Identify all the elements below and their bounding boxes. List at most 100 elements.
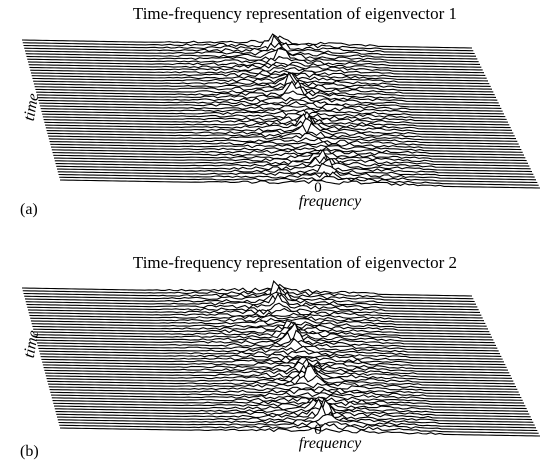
trace-occluder (44, 113, 513, 134)
waterfall-trace (50, 143, 523, 153)
trace-occluder (34, 328, 495, 346)
waterfall-trace (45, 368, 515, 385)
waterfall-trace (39, 353, 505, 363)
waterfall-trace (26, 292, 481, 314)
waterfall-trace (47, 131, 518, 142)
waterfall-trace (58, 420, 538, 432)
waterfall-trace (37, 96, 501, 107)
waterfall-trace (31, 321, 490, 333)
waterfall-trace (43, 111, 511, 129)
waterfall-trace (42, 114, 510, 126)
trace-occluder (24, 292, 478, 310)
waterfall-trace (45, 114, 514, 134)
waterfall-trace (39, 101, 503, 112)
waterfall-trace (40, 107, 506, 118)
trace-occluder (56, 159, 534, 178)
waterfall-trace (36, 337, 499, 352)
x-axis-label: frequency (299, 435, 362, 452)
waterfall-trace (24, 285, 477, 305)
waterfall-trace (21, 283, 473, 297)
trace-occluder (45, 118, 515, 139)
waterfall-trace (44, 113, 513, 131)
trace-occluder (25, 294, 479, 313)
waterfall-trace (52, 151, 527, 162)
x-tick-label: 0 (314, 422, 322, 438)
waterfall-trace (35, 82, 497, 98)
waterfall-trace (44, 364, 513, 379)
trace-occluder (23, 35, 475, 57)
waterfall-trace (51, 149, 526, 159)
trace-occluder (22, 36, 472, 51)
waterfall-trace (42, 361, 509, 371)
trace-occluder (46, 123, 517, 142)
waterfall-trace (48, 386, 521, 396)
waterfall-trace (27, 61, 483, 71)
trace-occluder (47, 375, 518, 393)
trace-occluder (55, 157, 532, 175)
waterfall-trace (23, 280, 475, 303)
y-axis-label: time (21, 329, 43, 359)
waterfall-trace (39, 105, 505, 115)
waterfall-trace (45, 117, 515, 137)
panel-tag: (a) (20, 201, 38, 218)
waterfall-trace (41, 109, 507, 120)
waterfall-trace (49, 388, 522, 399)
trace-occluder (26, 293, 481, 316)
trace-occluder (33, 321, 492, 341)
trace-occluder (57, 163, 535, 181)
waterfall-trace (48, 382, 519, 393)
panel-a (21, 33, 541, 191)
waterfall-trace (41, 358, 507, 368)
waterfall-trace (24, 291, 478, 308)
trace-occluder (54, 398, 531, 420)
waterfall-trace (35, 321, 497, 346)
waterfall-trace (43, 357, 511, 377)
waterfall-trace (51, 394, 525, 404)
waterfall-trace (42, 356, 510, 374)
waterfall-trace (25, 293, 479, 311)
trace-occluder (32, 320, 491, 338)
waterfall-trace (27, 55, 482, 68)
waterfall-trace (48, 137, 521, 148)
waterfall-trace (46, 364, 517, 388)
waterfall-trace (30, 317, 487, 327)
waterfall-trace (33, 325, 494, 341)
waterfall-trace (32, 76, 491, 87)
waterfall-trace (53, 400, 529, 412)
trace-occluder (54, 153, 530, 170)
waterfall-trace (22, 33, 474, 52)
waterfall-trace (38, 345, 502, 357)
waterfall-trace (59, 175, 539, 186)
waterfall-trace (45, 362, 514, 382)
trace-occluder (26, 48, 481, 68)
waterfall-trace (29, 314, 486, 325)
waterfall-trace (50, 391, 523, 401)
trace-occluder (45, 369, 515, 387)
waterfall-trace (56, 158, 534, 175)
waterfall-trace (27, 302, 482, 316)
trace-occluder (33, 73, 492, 93)
waterfall-trace (55, 396, 533, 421)
trace-occluder (22, 34, 474, 54)
waterfall-trace (55, 156, 533, 173)
trace-occluder (43, 111, 511, 131)
waterfall-trace (57, 170, 537, 181)
waterfall-trace (27, 307, 483, 319)
panel-b (21, 280, 541, 439)
waterfall-trace (59, 427, 541, 437)
waterfall-trace (32, 319, 491, 335)
waterfall-trace (51, 146, 525, 156)
trace-occluder (37, 338, 500, 357)
waterfall-trace (36, 90, 499, 104)
waterfall-trace (56, 399, 534, 423)
waterfall-trace (52, 397, 527, 410)
waterfall-trace (22, 287, 474, 300)
waterfall-trace (48, 132, 519, 145)
trace-occluder (58, 171, 538, 186)
waterfall-trace (46, 122, 517, 140)
waterfall-trace (23, 34, 475, 55)
waterfall-trace (59, 179, 541, 189)
y-axis-label: time (21, 92, 43, 122)
